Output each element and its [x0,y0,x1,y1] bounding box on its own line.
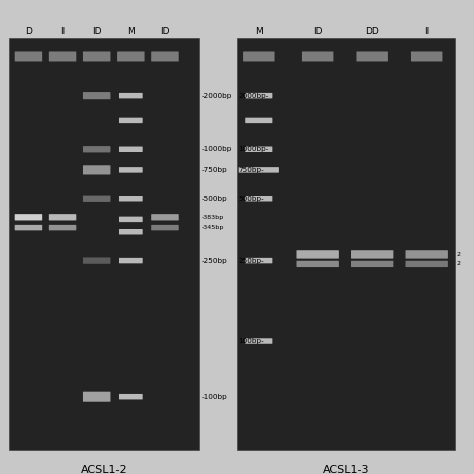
FancyBboxPatch shape [15,214,42,220]
FancyBboxPatch shape [119,93,143,99]
Text: DD: DD [365,27,379,36]
Text: M: M [255,27,263,36]
Text: 500bp-: 500bp- [238,196,264,202]
FancyBboxPatch shape [302,52,333,62]
Text: -383bp: -383bp [201,215,224,220]
Text: M: M [127,27,135,36]
Bar [9,38,199,450]
FancyBboxPatch shape [297,261,339,267]
FancyBboxPatch shape [245,258,273,264]
Text: -1000bp: -1000bp [201,146,232,152]
FancyBboxPatch shape [245,146,273,152]
FancyBboxPatch shape [83,52,110,62]
Text: ACSL1-3: ACSL1-3 [323,465,369,474]
FancyBboxPatch shape [351,261,393,267]
FancyBboxPatch shape [117,52,145,62]
FancyBboxPatch shape [83,165,110,174]
FancyBboxPatch shape [297,250,339,259]
Text: -345bp: -345bp [201,225,224,230]
Bar [237,38,455,450]
Text: -500bp: -500bp [201,196,227,202]
Text: D: D [25,27,32,36]
FancyBboxPatch shape [119,394,143,400]
FancyBboxPatch shape [119,229,143,235]
FancyBboxPatch shape [405,261,448,267]
FancyBboxPatch shape [49,225,76,230]
FancyBboxPatch shape [119,196,143,201]
Text: ID: ID [160,27,170,36]
FancyBboxPatch shape [119,258,143,264]
FancyBboxPatch shape [15,52,42,62]
Text: 750bp-: 750bp- [238,167,264,173]
FancyBboxPatch shape [15,225,42,230]
Text: 2: 2 [456,252,460,257]
FancyBboxPatch shape [151,225,179,230]
Text: 2: 2 [456,261,460,266]
FancyBboxPatch shape [243,52,274,62]
FancyBboxPatch shape [151,214,179,220]
FancyBboxPatch shape [83,257,110,264]
Text: -250bp: -250bp [201,257,227,264]
FancyBboxPatch shape [411,52,442,62]
Text: -750bp: -750bp [201,167,227,173]
FancyBboxPatch shape [151,52,179,62]
FancyBboxPatch shape [119,217,143,222]
FancyBboxPatch shape [239,167,279,173]
Text: 250bp-: 250bp- [238,257,264,264]
FancyBboxPatch shape [245,93,273,99]
Text: -2000bp: -2000bp [201,92,232,99]
Text: 100bp-: 100bp- [238,338,264,344]
Text: -100bp: -100bp [201,394,227,400]
FancyBboxPatch shape [119,146,143,152]
FancyBboxPatch shape [245,118,273,123]
FancyBboxPatch shape [83,392,110,401]
FancyBboxPatch shape [119,118,143,123]
Text: 2000bp-: 2000bp- [238,92,269,99]
Text: 1000bp-: 1000bp- [238,146,269,152]
Text: II: II [60,27,65,36]
FancyBboxPatch shape [83,196,110,202]
FancyBboxPatch shape [119,167,143,173]
FancyBboxPatch shape [49,214,76,220]
Text: ACSL1-2: ACSL1-2 [81,465,128,474]
Text: II: II [424,27,429,36]
FancyBboxPatch shape [245,338,273,344]
FancyBboxPatch shape [83,92,110,99]
FancyBboxPatch shape [49,52,76,62]
FancyBboxPatch shape [351,250,393,259]
FancyBboxPatch shape [356,52,388,62]
Text: ID: ID [92,27,101,36]
FancyBboxPatch shape [405,250,448,259]
Text: ID: ID [313,27,322,36]
FancyBboxPatch shape [245,196,273,201]
FancyBboxPatch shape [83,146,110,153]
